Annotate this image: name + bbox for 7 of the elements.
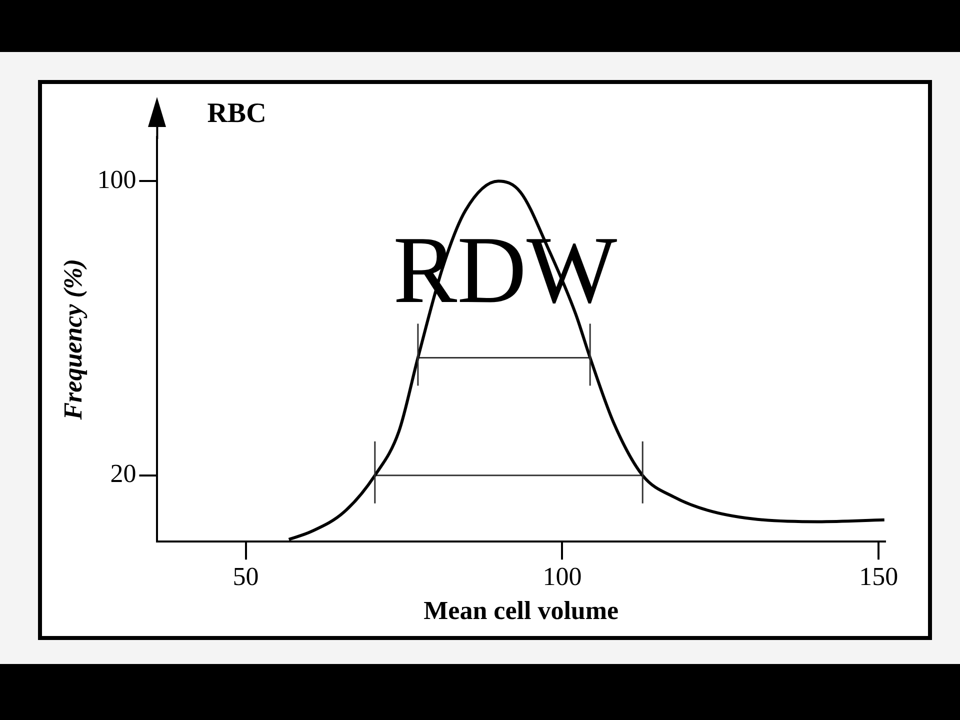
x-tick-label: 150 <box>859 562 898 592</box>
x-axis-title: Mean cell volume <box>424 596 619 626</box>
y-tick-label: 20 <box>110 459 136 488</box>
x-tick-label: 100 <box>542 562 582 592</box>
chart-title: RBC <box>207 98 266 130</box>
x-tick-label: 50 <box>232 562 259 592</box>
y-axis-title: Frequency (%) <box>58 258 88 421</box>
